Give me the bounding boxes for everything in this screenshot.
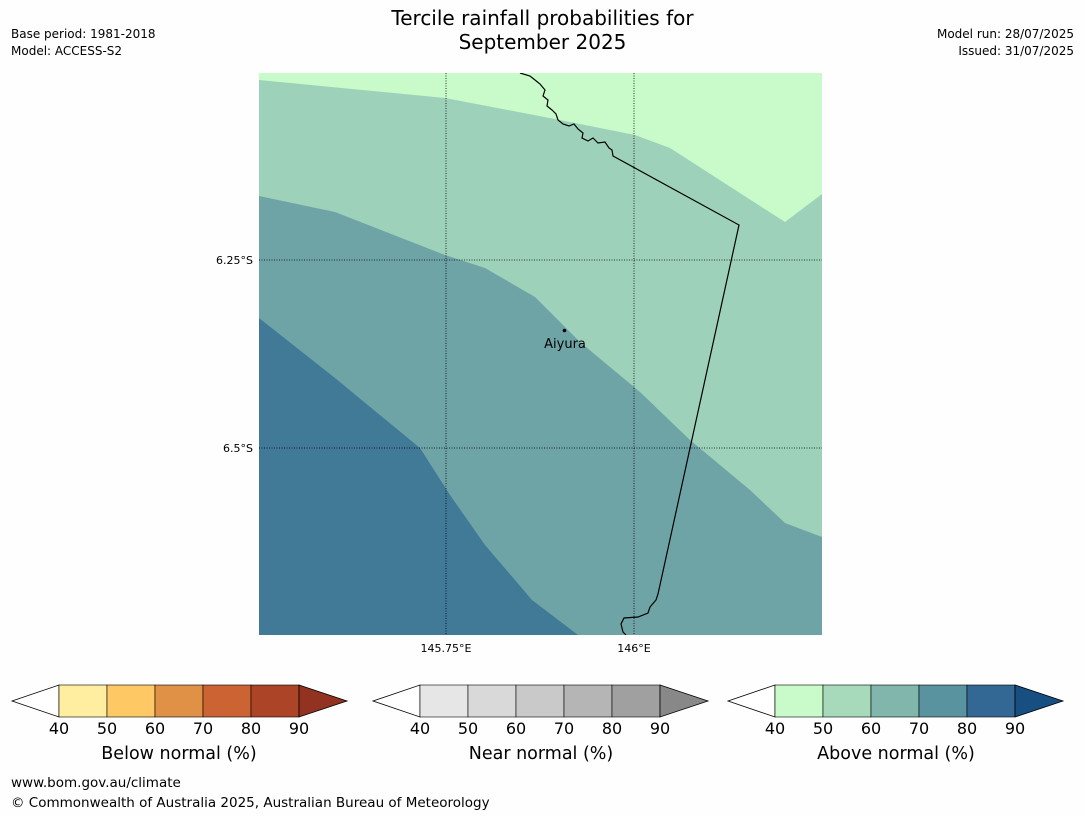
meta-left: Base period: 1981-2018 Model: ACCESS-S2 xyxy=(11,26,156,60)
band-70-80 xyxy=(259,318,578,635)
border-line xyxy=(519,73,740,635)
above-swatch-80-90 xyxy=(966,684,1016,718)
near-tick-60: 60 xyxy=(505,719,527,738)
title-line-2: September 2025 xyxy=(458,30,627,54)
colorbar-below-normal xyxy=(10,684,349,718)
below-tick-70: 70 xyxy=(192,719,214,738)
above-swatch-50-60 xyxy=(822,684,872,718)
above-swatch-40-50 xyxy=(774,684,824,718)
issued-text: Issued: 31/07/2025 xyxy=(958,44,1074,58)
near-swatch-70-80 xyxy=(563,684,613,718)
above-swatch-70-80 xyxy=(918,684,968,718)
above-normal-label: Above normal (%) xyxy=(817,744,975,764)
place-label-aiyura: Aiyura xyxy=(544,337,586,352)
near-lower-extension xyxy=(371,684,421,718)
above-upper-extension xyxy=(1014,684,1065,718)
below-tick-50: 50 xyxy=(96,719,118,738)
above-tick-90: 90 xyxy=(1004,719,1026,738)
lon-tick-145-75e: 145.75°E xyxy=(420,642,472,655)
colorbars xyxy=(10,684,1065,718)
base-period-text: Base period: 1981-2018 xyxy=(11,27,156,41)
below-swatch-80-90 xyxy=(250,684,300,718)
above-tick-80: 80 xyxy=(956,719,978,738)
above-tick-60: 60 xyxy=(860,719,882,738)
colorbar-near-normal xyxy=(371,684,710,718)
aiyura-marker xyxy=(562,328,567,333)
lat-tick-6-25s: 6.25°S xyxy=(216,254,253,267)
below-tick-60: 60 xyxy=(144,719,166,738)
lat-tick-6-5s: 6.5°S xyxy=(223,442,253,455)
near-tick-90: 90 xyxy=(649,719,671,738)
below-tick-40: 40 xyxy=(48,719,70,738)
near-normal-label: Near normal (%) xyxy=(468,744,614,764)
above-swatch-60-70 xyxy=(870,684,920,718)
above-tick-70: 70 xyxy=(908,719,930,738)
below-swatch-70-80 xyxy=(202,684,252,718)
near-tick-40: 40 xyxy=(409,719,431,738)
lon-tick-146e: 146°E xyxy=(617,642,651,655)
copyright-text: © Commonwealth of Australia 2025, Austra… xyxy=(11,795,490,811)
model-run-text: Model run: 28/07/2025 xyxy=(936,27,1074,41)
title-line-1: Tercile rainfall probabilities for xyxy=(391,6,694,30)
near-tick-80: 80 xyxy=(601,719,623,738)
model-text: Model: ACCESS-S2 xyxy=(11,44,123,58)
near-swatch-80-90 xyxy=(611,684,661,718)
near-swatch-60-70 xyxy=(515,684,565,718)
below-tick-90: 90 xyxy=(288,719,310,738)
map-title: Tercile rainfall probabilities for Septe… xyxy=(0,6,1085,54)
website-link: www.bom.gov.au/climate xyxy=(11,775,181,791)
below-upper-extension xyxy=(298,684,349,718)
meta-right: Model run: 28/07/2025 Issued: 31/07/2025 xyxy=(937,26,1074,60)
near-tick-70: 70 xyxy=(553,719,575,738)
below-normal-label: Below normal (%) xyxy=(101,744,257,764)
below-swatch-40-50 xyxy=(58,684,108,718)
near-swatch-50-60 xyxy=(467,684,517,718)
near-upper-extension xyxy=(659,684,710,718)
below-swatch-50-60 xyxy=(106,684,156,718)
above-lower-extension xyxy=(726,684,776,718)
graticule xyxy=(259,73,822,635)
colorbar-above-normal xyxy=(726,684,1065,718)
near-swatch-40-50 xyxy=(419,684,469,718)
above-tick-40: 40 xyxy=(764,719,786,738)
below-lower-extension xyxy=(10,684,60,718)
below-swatch-60-70 xyxy=(154,684,204,718)
near-tick-50: 50 xyxy=(457,719,479,738)
below-tick-80: 80 xyxy=(240,719,262,738)
above-tick-50: 50 xyxy=(812,719,834,738)
